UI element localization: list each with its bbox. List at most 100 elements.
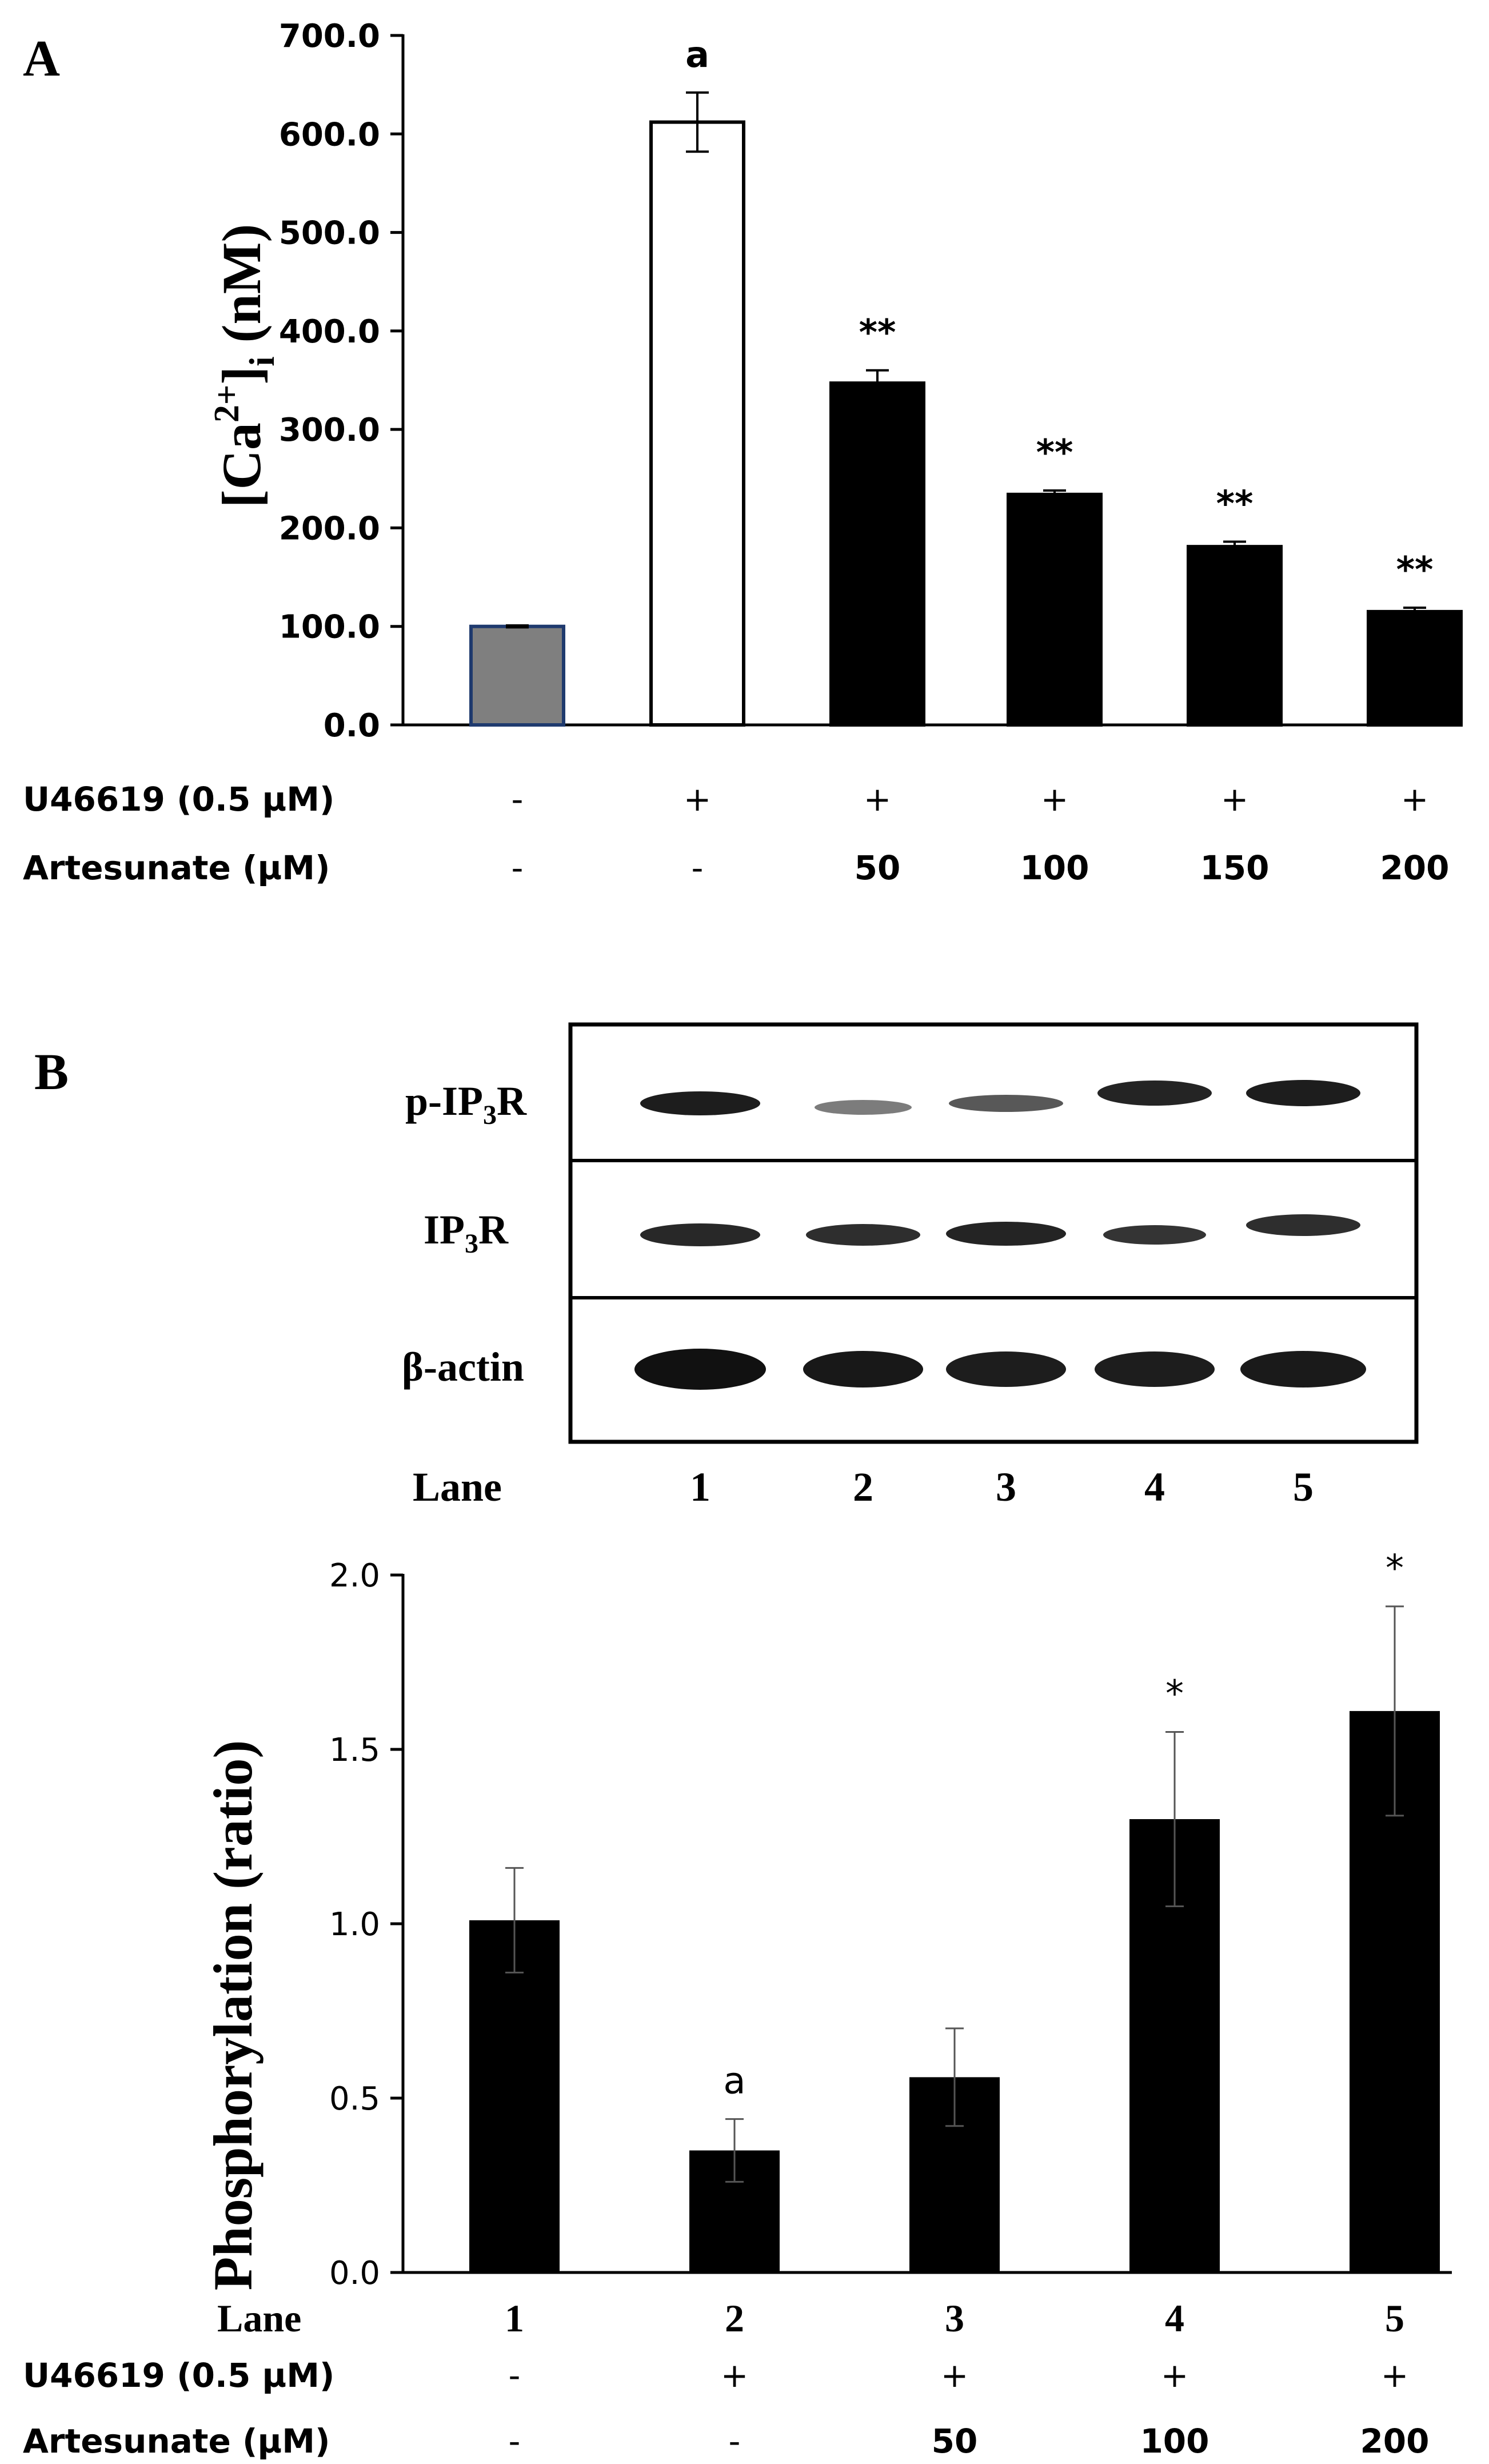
treatment-cell: + [1401,780,1429,819]
chart-a-ytick-label: 600.0 [279,116,380,153]
ylabel-mid: ] [211,366,272,385]
blot-band [1246,1214,1360,1236]
row-label-u46619-b: U46619 (0.5 µM) [23,2356,334,2395]
chart-a-ytick-label: 200.0 [279,510,380,547]
chart-a-annotation: ** [1396,549,1434,591]
chart-b-lane-label: 1 [505,2296,524,2340]
chart-a-ytick-label: 300.0 [279,412,380,449]
treatment-cell: 200 [1380,848,1449,887]
blot-lane-numbers: 1 2 3 4 5 [690,1464,1314,1510]
blot-lane-number: 1 [690,1464,710,1510]
chart-b-lane-label: 4 [1165,2296,1184,2340]
chart-b-annotation: * [1165,1673,1184,1716]
treatment-cell-b: + [1161,2356,1189,2395]
blot-lane-number: 3 [996,1464,1016,1510]
treatment-cell: + [1041,780,1069,819]
chart-a-bar [649,120,745,727]
treatment-cell-b: - [509,2422,521,2461]
chart-a-bar [469,624,565,727]
blot-band [1246,1080,1360,1106]
blot-band [1097,1081,1212,1106]
row-label-u46619: U46619 (0.5 µM) [23,780,334,819]
ylabel-sup: 2+ [207,385,246,422]
chart-b-lane-label: 2 [725,2296,744,2340]
panel-b-label: B [34,1044,69,1101]
treatment-cell: - [512,780,524,819]
treatment-cell-b: + [941,2356,969,2395]
blot-label-p-ip3r: p-IP3R [405,1078,527,1130]
blot-lane-number: 5 [1293,1464,1314,1510]
chart-a-ytick-label: 500.0 [279,215,380,252]
chart-a-ytick-label: 100.0 [279,609,380,646]
chart-a-bar [829,381,925,727]
chart-a-annotation: ** [1216,483,1254,525]
treatment-cell-b: - [729,2422,741,2461]
blot-band [634,1349,766,1390]
chart-a-bar [1007,492,1103,727]
chart-b-annotation: a [723,2060,745,2103]
chart-a-ytick-label: 400.0 [279,313,380,350]
blot-band [640,1223,760,1246]
treatment-cell: - [692,848,704,887]
row-label-artesunate: Artesunate (µM) [23,848,330,887]
chart-b-ytick-label: 0.0 [329,2255,380,2292]
blot-lane-number: 4 [1144,1464,1165,1510]
blot-band [803,1351,923,1388]
panel-a-treatment-table: U46619 (0.5 µM) Artesunate (µM) - + + + + +- -… [23,780,1450,887]
panel-a-treatment-cells: - + + + + + - - 50 100 150 200 [512,780,1450,887]
treatment-cell: + [1221,780,1249,819]
chart-b-lane-label: 5 [1385,2296,1404,2340]
treatment-cell: - [512,848,524,887]
chart-b-ytick-label: 1.5 [329,1732,380,1769]
chart-b-ytick-label: 0.5 [329,2080,380,2118]
blot-label-beta-actin: β-actin [402,1344,524,1390]
panel-a-label: A [23,30,60,87]
treatment-cell-b: 50 [932,2422,978,2461]
blot-band [806,1224,920,1246]
ylabel-main: [Ca [211,422,272,508]
blot-lane-number: 2 [853,1464,873,1510]
chart-a-bar [1367,609,1463,727]
blot-band [1095,1351,1215,1387]
chart-b-ytick-label: 2.0 [329,1557,380,1594]
blot-label-ip3r: IP3R [424,1207,509,1259]
panel-b-treatment-cells: - + + + + - - 50 100 200 [509,2356,1430,2461]
treatment-cell-b: - [509,2356,521,2395]
chart-a-bar [1187,545,1283,727]
chart-a-ytick-label: 700.0 [279,18,380,55]
treatment-cell: 100 [1020,848,1089,887]
chart-b-annotation: * [1386,1548,1404,1590]
treatment-cell-b: 200 [1360,2422,1429,2461]
blot-band [946,1351,1066,1387]
western-blot: p-IP3R IP3R β-actin Lane 1 2 3 4 5 [402,1022,1419,1510]
chart-b: 0.0 0.5 1.0 1.5 2.0 1 a 2 3 * 4 * 5 [329,1548,1452,2340]
treatment-cell: + [864,780,892,819]
ylabel-sub: i [243,357,282,366]
treatment-cell: 50 [855,848,901,887]
row-label-artesunate-b: Artesunate (µM) [23,2422,330,2461]
chart-b-ylabel: Phosphorylation (ratio) [202,1740,264,2291]
row-label-lane: Lane [217,2296,301,2340]
treatment-cell: + [684,780,712,819]
chart-a: 0.0 100.0 200.0 300.0 400.0 500.0 600.0 700.0 a *… [279,18,1463,744]
panel-b-treatment-table: Lane U46619 (0.5 µM) Artesunate (µM) - + +… [23,2296,1430,2461]
chart-b-ytick-label: 1.0 [329,1906,380,1943]
treatment-cell-b: 100 [1140,2422,1209,2461]
ylabel-tail: (nM) [211,224,272,357]
chart-a-ytick-label: 0.0 [324,707,380,744]
chart-a-annotation: ** [1036,432,1073,473]
blot-band [815,1100,912,1115]
blot-band [1103,1225,1206,1245]
blot-lane-title: Lane [413,1464,502,1510]
blot-band [1240,1351,1366,1388]
chart-a-annotation: ** [859,312,896,353]
chart-a-annotation: a [685,34,709,75]
chart-b-lane-label: 3 [945,2296,964,2340]
treatment-cell: 150 [1200,848,1269,887]
chart-a-ylabel: [Ca2+]i (nM) [207,224,282,508]
blot-band [949,1095,1063,1112]
chart-b-bar [469,1920,560,2272]
blot-band [640,1091,760,1115]
blot-band [946,1222,1066,1246]
